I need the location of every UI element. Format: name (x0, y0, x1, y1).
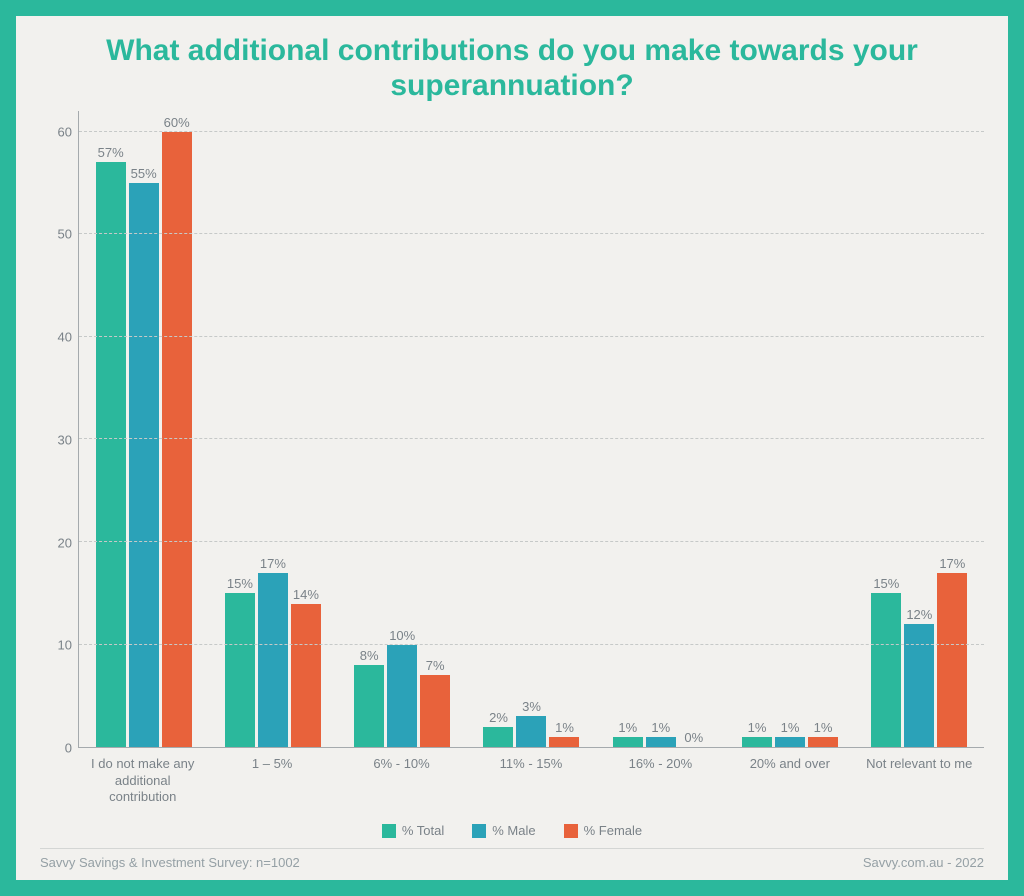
y-tick: 10 (58, 638, 72, 653)
bar-value-label: 55% (131, 166, 157, 181)
bar: 12% (904, 624, 934, 747)
y-tick: 60 (58, 124, 72, 139)
bar-group: 1%1%0% (596, 111, 725, 747)
footer-left: Savvy Savings & Investment Survey: n=100… (40, 855, 300, 870)
x-axis-label: I do not make any additional contributio… (78, 748, 207, 805)
bar: 1% (549, 737, 579, 747)
bar: 17% (937, 573, 967, 747)
bar: 57% (96, 162, 126, 747)
bar-value-label: 1% (814, 720, 833, 735)
bar-value-label: 8% (360, 648, 379, 663)
bar-value-label: 60% (164, 115, 190, 130)
y-tick: 20 (58, 535, 72, 550)
legend: % Total % Male % Female (40, 823, 984, 838)
bar-value-label: 3% (522, 699, 541, 714)
legend-item: % Total (382, 823, 444, 838)
bar-value-label: 12% (906, 607, 932, 622)
bar-group: 8%10%7% (338, 111, 467, 747)
bar-value-label: 15% (873, 576, 899, 591)
bar-value-label: 1% (555, 720, 574, 735)
y-tick: 50 (58, 227, 72, 242)
x-axis-label: 6% - 10% (337, 748, 466, 805)
chart-title: What additional contributions do you mak… (40, 34, 984, 103)
bar-group: 15%17%14% (208, 111, 337, 747)
bar-group: 15%12%17% (855, 111, 984, 747)
bar-group: 57%55%60% (79, 111, 208, 747)
bar: 60% (162, 132, 192, 748)
bar-groups: 57%55%60%15%17%14%8%10%7%2%3%1%1%1%0%1%1… (79, 111, 984, 747)
bar-value-label: 1% (748, 720, 767, 735)
y-tick: 0 (65, 741, 72, 756)
y-tick: 30 (58, 432, 72, 447)
plot-area: 57%55%60%15%17%14%8%10%7%2%3%1%1%1%0%1%1… (78, 111, 984, 748)
legend-swatch (472, 824, 486, 838)
bar: 3% (516, 716, 546, 747)
y-axis: 0102030405060 (40, 111, 78, 748)
bar: 8% (354, 665, 384, 747)
gridline (79, 336, 984, 337)
bar-value-label: 1% (781, 720, 800, 735)
legend-swatch (564, 824, 578, 838)
chart-area: 0102030405060 57%55%60%15%17%14%8%10%7%2… (40, 111, 984, 748)
bar-value-label: 17% (939, 556, 965, 571)
bar: 55% (129, 183, 159, 747)
bar-value-label: 15% (227, 576, 253, 591)
bar: 1% (613, 737, 643, 747)
bar: 15% (225, 593, 255, 747)
bar: 15% (871, 593, 901, 747)
bar-value-label: 10% (389, 628, 415, 643)
bar: 1% (646, 737, 676, 747)
gridline (79, 644, 984, 645)
bar: 17% (258, 573, 288, 747)
bar: 1% (742, 737, 772, 747)
legend-label: % Total (402, 823, 444, 838)
bar-value-label: 1% (618, 720, 637, 735)
x-axis-label: 11% - 15% (466, 748, 595, 805)
legend-label: % Female (584, 823, 643, 838)
footer-right: Savvy.com.au - 2022 (863, 855, 984, 870)
bar: 7% (420, 675, 450, 747)
bar-value-label: 17% (260, 556, 286, 571)
x-axis-label: 16% - 20% (596, 748, 725, 805)
bar: 1% (775, 737, 805, 747)
footer: Savvy Savings & Investment Survey: n=100… (40, 848, 984, 870)
bar-value-label: 1% (651, 720, 670, 735)
bar: 10% (387, 645, 417, 748)
bar-group: 1%1%1% (725, 111, 854, 747)
gridline (79, 233, 984, 234)
bar: 2% (483, 727, 513, 748)
bar-value-label: 14% (293, 587, 319, 602)
x-axis-label: Not relevant to me (855, 748, 984, 805)
x-axis-label: 1 – 5% (207, 748, 336, 805)
chart-frame: What additional contributions do you mak… (16, 16, 1008, 880)
x-axis-labels: I do not make any additional contributio… (78, 748, 984, 805)
legend-label: % Male (492, 823, 535, 838)
x-axis-label: 20% and over (725, 748, 854, 805)
legend-swatch (382, 824, 396, 838)
legend-item: % Female (564, 823, 643, 838)
bar: 14% (291, 604, 321, 748)
bar-value-label: 57% (98, 145, 124, 160)
bar-value-label: 0% (684, 730, 703, 745)
gridline (79, 541, 984, 542)
bar-value-label: 2% (489, 710, 508, 725)
bar: 1% (808, 737, 838, 747)
gridline (79, 131, 984, 132)
bar-value-label: 7% (426, 658, 445, 673)
y-tick: 40 (58, 330, 72, 345)
gridline (79, 438, 984, 439)
legend-item: % Male (472, 823, 535, 838)
bar-group: 2%3%1% (467, 111, 596, 747)
